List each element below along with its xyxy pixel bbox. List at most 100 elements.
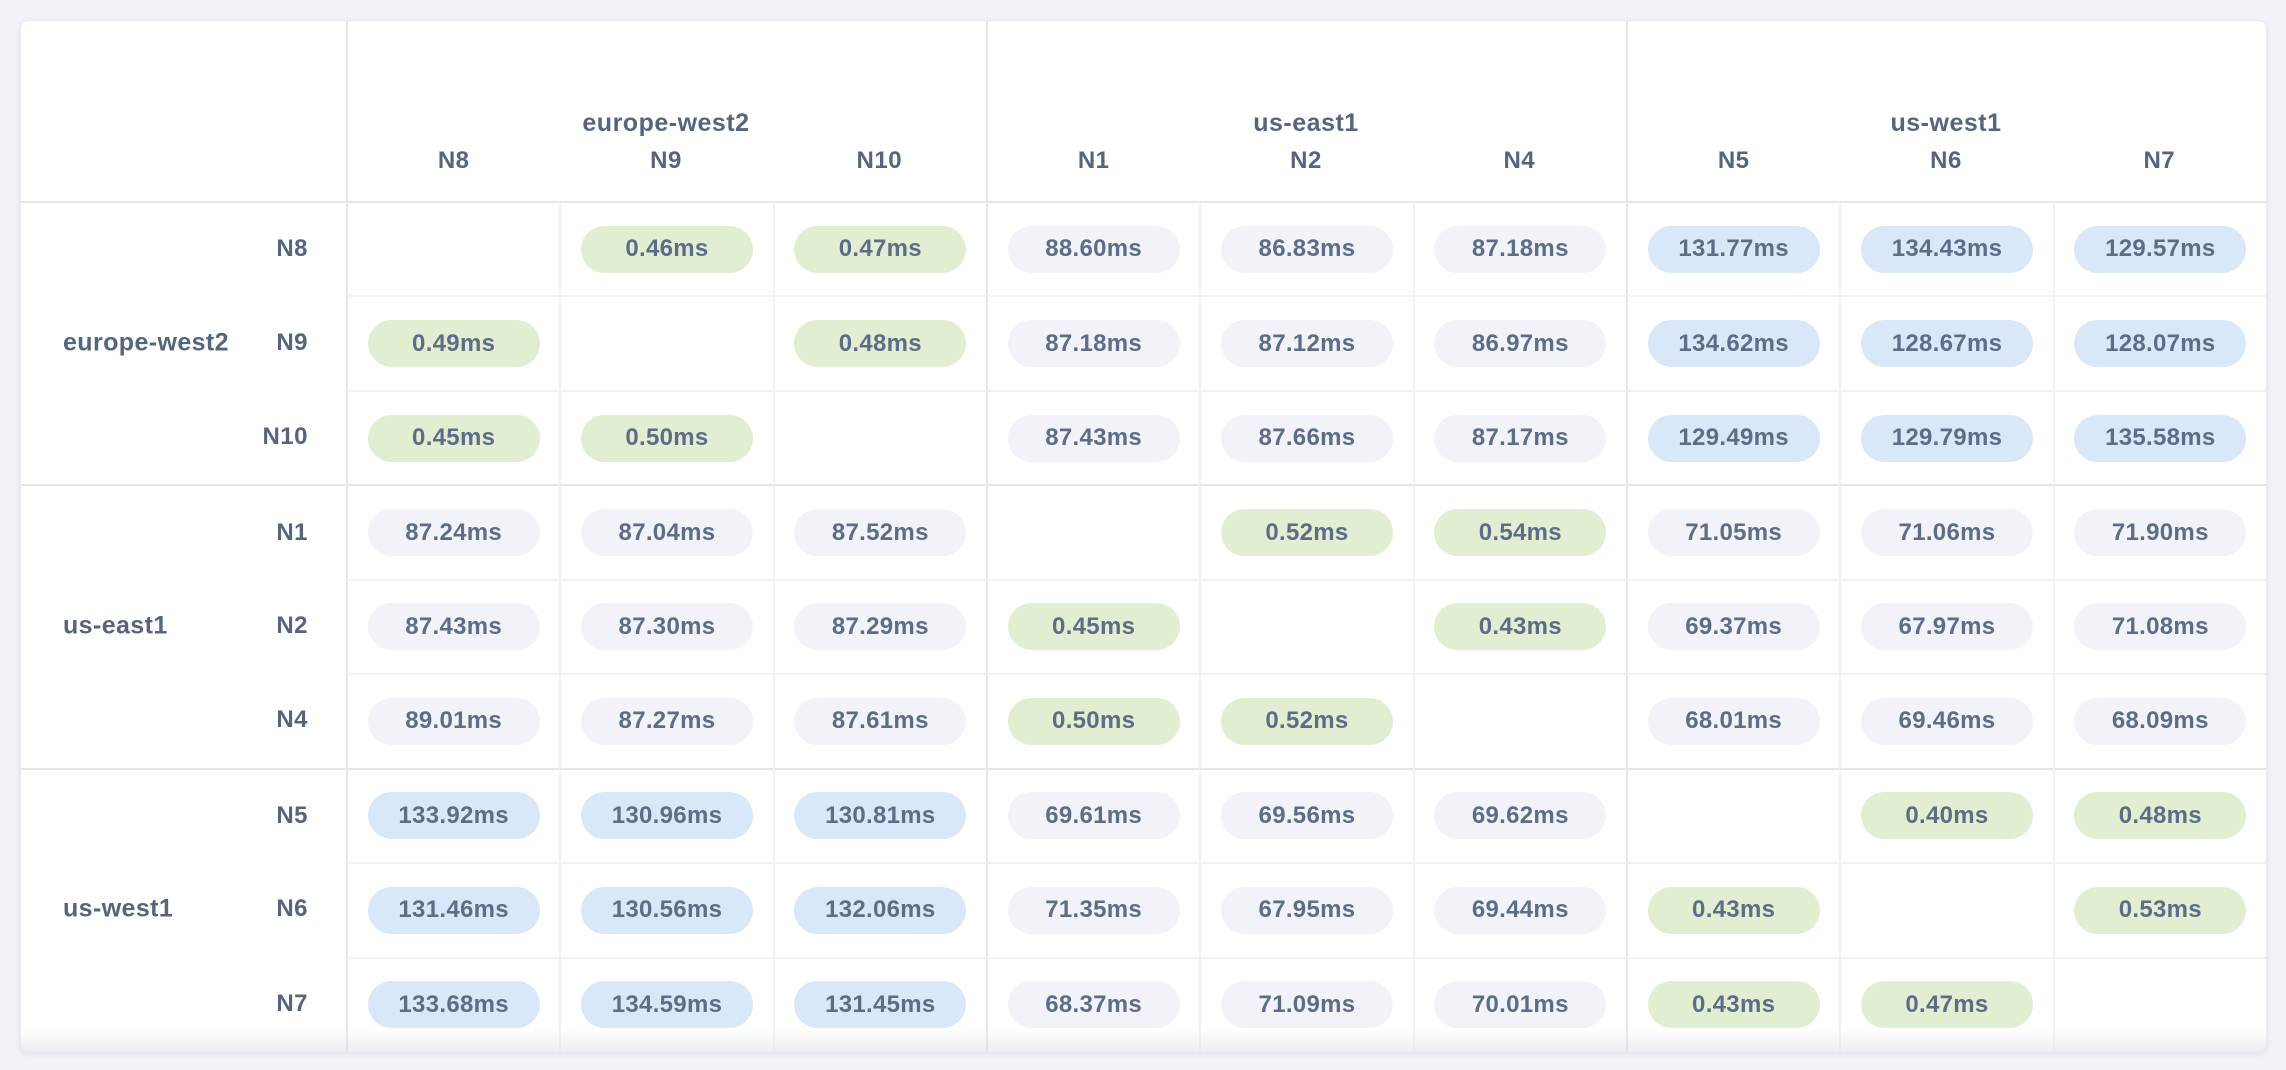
latency-pill: 71.06ms xyxy=(1860,509,2033,557)
latency-cell-n8-to-n1: 88.60ms xyxy=(985,201,1200,296)
latency-pill: 131.46ms xyxy=(367,886,540,934)
latency-pill: 87.30ms xyxy=(580,603,753,651)
latency-pill: 128.67ms xyxy=(1860,320,2033,368)
latency-cell-n9-to-n2: 87.12ms xyxy=(1199,295,1413,390)
latency-pill: 69.61ms xyxy=(1007,792,1180,840)
latency-pill: 69.62ms xyxy=(1434,792,1607,840)
column-header-n2: us-east1 N2 xyxy=(1199,21,1412,201)
latency-cell-n5-to-n8: 133.92ms xyxy=(346,767,560,863)
latency-cell-n5-to-n6: 0.40ms xyxy=(1839,767,2053,863)
row-header-n7: N7 xyxy=(21,957,346,1051)
latency-pill: 88.60ms xyxy=(1007,225,1180,273)
column-node-label-n5: N5 xyxy=(1717,147,1750,174)
latency-cell-n4-to-n8: 89.01ms xyxy=(346,673,560,768)
latency-cell-n4-to-n10: 87.61ms xyxy=(772,673,986,768)
latency-pill: 0.54ms xyxy=(1434,509,1607,557)
latency-pill: 87.61ms xyxy=(794,697,967,745)
column-node-label-n2: N2 xyxy=(1290,147,1322,174)
latency-pill: 87.29ms xyxy=(794,603,967,651)
column-region-label-us-east1: us-east1 xyxy=(1253,109,1359,137)
latency-pill: 0.47ms xyxy=(1860,981,2033,1029)
latency-pill: 71.05ms xyxy=(1647,509,1820,557)
latency-cell-n4-to-n6: 69.46ms xyxy=(1839,673,2053,768)
latency-cell-n4-to-n5: 68.01ms xyxy=(1625,673,1840,768)
latency-pill: 134.62ms xyxy=(1647,320,1820,368)
latency-cell-n9-to-n8: 0.49ms xyxy=(346,295,560,390)
latency-cell-n1-to-n4: 0.54ms xyxy=(1412,484,1626,579)
latency-cell-n8-to-n8 xyxy=(346,201,560,296)
latency-cell-n5-to-n1: 69.61ms xyxy=(985,767,1200,863)
latency-cell-n2-to-n10: 87.29ms xyxy=(772,578,986,674)
latency-cell-n6-to-n7: 0.53ms xyxy=(2052,862,2266,957)
latency-pill: 132.06ms xyxy=(794,886,967,934)
latency-cell-n4-to-n1: 0.50ms xyxy=(985,673,1200,768)
latency-cell-n1-to-n5: 71.05ms xyxy=(1625,484,1840,579)
latency-cell-n4-to-n7: 68.09ms xyxy=(2052,673,2266,768)
latency-pill: 87.43ms xyxy=(1007,414,1180,462)
row-node-label-n10: N10 xyxy=(262,423,308,451)
node-latency-matrix: N8 europe-west2 N9 N10 N1 us-east1 N2 N4 N5 us-we… xyxy=(21,21,2266,1051)
latency-cell-n1-to-n9: 87.04ms xyxy=(559,484,773,579)
latency-pill: 87.43ms xyxy=(367,603,540,651)
latency-cell-n7-to-n2: 71.09ms xyxy=(1199,956,1413,1051)
latency-pill: 131.45ms xyxy=(794,981,967,1029)
column-header-n4: N4 xyxy=(1413,21,1626,201)
row-header-n5: N5 xyxy=(21,767,346,862)
latency-cell-n2-to-n7: 71.08ms xyxy=(2052,578,2266,674)
column-header-n5: N5 xyxy=(1625,21,1839,201)
latency-pill: 134.59ms xyxy=(580,981,753,1029)
latency-cell-n2-to-n9: 87.30ms xyxy=(559,578,773,674)
latency-cell-n6-to-n4: 69.44ms xyxy=(1412,862,1626,957)
latency-pill: 71.08ms xyxy=(2074,603,2247,651)
latency-pill: 130.81ms xyxy=(794,792,967,840)
latency-pill: 71.90ms xyxy=(2074,509,2247,557)
latency-cell-n2-to-n2 xyxy=(1199,578,1413,674)
column-node-label-n4: N4 xyxy=(1503,147,1536,174)
latency-pill: 0.50ms xyxy=(1007,697,1180,745)
latency-pill: 129.79ms xyxy=(1860,414,2033,462)
row-node-label-n8: N8 xyxy=(276,235,308,263)
latency-cell-n10-to-n7: 135.58ms xyxy=(2052,389,2266,485)
latency-pill: 128.07ms xyxy=(2074,320,2247,368)
latency-pill: 68.01ms xyxy=(1647,697,1820,745)
latency-cell-n10-to-n8: 0.45ms xyxy=(346,389,560,485)
latency-cell-n7-to-n10: 131.45ms xyxy=(772,956,986,1051)
latency-cell-n7-to-n7 xyxy=(2052,956,2266,1051)
latency-pill: 87.27ms xyxy=(580,697,753,745)
latency-pill: 0.40ms xyxy=(1860,792,2033,840)
latency-pill: 67.97ms xyxy=(1860,603,2033,651)
row-region-label-us-west1: us-west1 xyxy=(63,894,174,923)
latency-pill: 133.92ms xyxy=(367,792,540,840)
latency-cell-n7-to-n1: 68.37ms xyxy=(985,956,1200,1051)
row-node-label-n7: N7 xyxy=(276,989,308,1017)
latency-cell-n10-to-n6: 129.79ms xyxy=(1839,389,2053,485)
latency-cell-n1-to-n10: 87.52ms xyxy=(772,484,986,579)
latency-cell-n8-to-n7: 129.57ms xyxy=(2052,201,2266,296)
latency-pill: 87.17ms xyxy=(1434,414,1607,462)
row-region-label-europe-west2: europe-west2 xyxy=(63,328,229,357)
latency-pill: 71.09ms xyxy=(1220,981,1393,1029)
latency-pill: 0.52ms xyxy=(1220,509,1393,557)
latency-pill: 130.56ms xyxy=(580,886,753,934)
latency-cell-n7-to-n6: 0.47ms xyxy=(1839,956,2053,1051)
latency-pill: 67.95ms xyxy=(1220,886,1393,934)
latency-cell-n1-to-n8: 87.24ms xyxy=(346,484,560,579)
latency-pill: 0.43ms xyxy=(1434,603,1607,651)
row-header-n6: us-west1 N6 xyxy=(21,862,346,956)
latency-cell-n8-to-n5: 131.77ms xyxy=(1625,201,1840,296)
latency-cell-n9-to-n9 xyxy=(559,295,773,390)
column-node-label-n6: N6 xyxy=(1930,147,1962,174)
latency-pill: 0.45ms xyxy=(1007,603,1180,651)
latency-pill: 71.35ms xyxy=(1007,886,1180,934)
latency-cell-n8-to-n9: 0.46ms xyxy=(559,201,773,296)
latency-cell-n5-to-n2: 69.56ms xyxy=(1199,767,1413,863)
latency-pill: 89.01ms xyxy=(367,697,540,745)
latency-cell-n4-to-n2: 0.52ms xyxy=(1199,673,1413,768)
row-node-label-n5: N5 xyxy=(276,801,308,829)
latency-cell-n9-to-n5: 134.62ms xyxy=(1625,295,1840,390)
latency-cell-n8-to-n10: 0.47ms xyxy=(772,201,986,296)
latency-cell-n10-to-n1: 87.43ms xyxy=(985,389,1200,485)
latency-pill: 87.18ms xyxy=(1007,320,1180,368)
latency-pill: 129.49ms xyxy=(1647,414,1820,462)
latency-pill: 70.01ms xyxy=(1434,981,1607,1029)
